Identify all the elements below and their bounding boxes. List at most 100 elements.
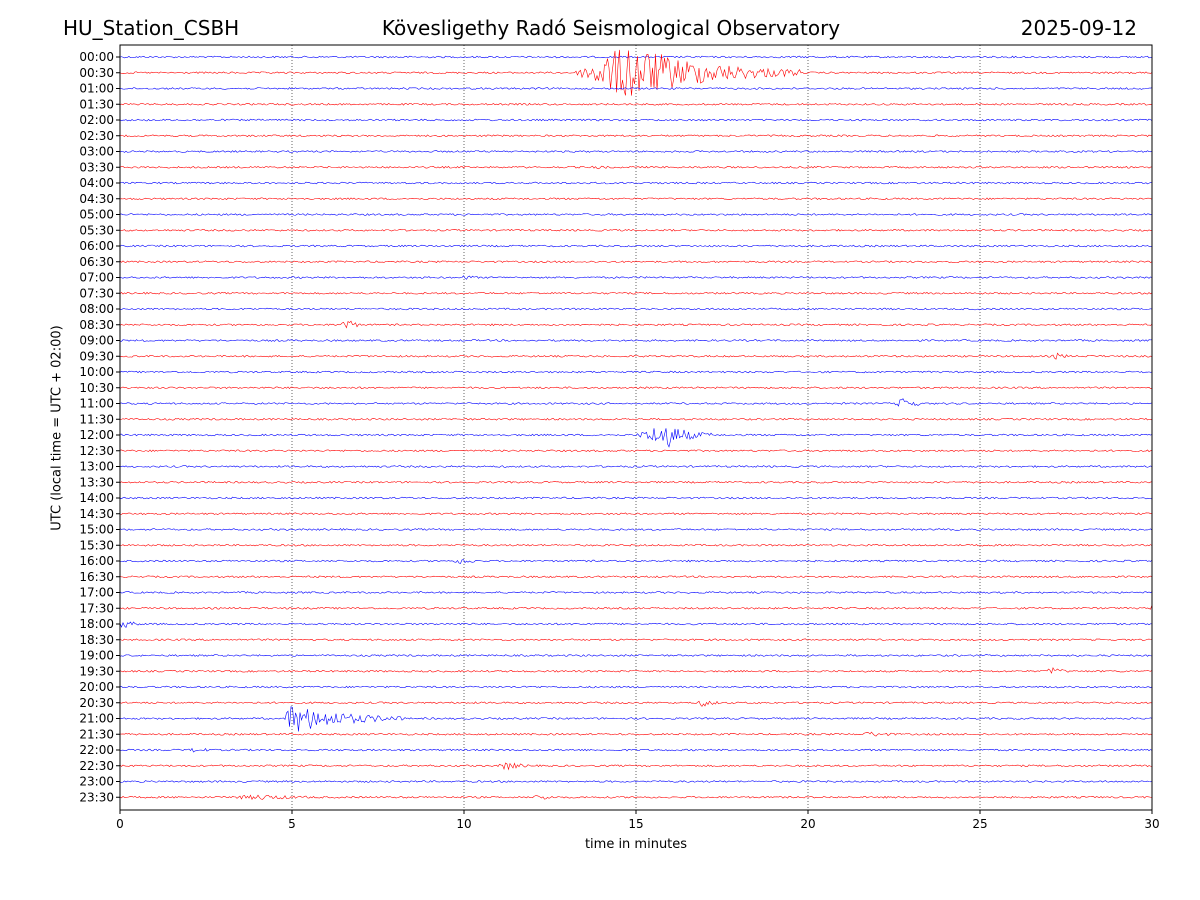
y-tick-label: 19:30: [79, 664, 114, 678]
trace-2000: [119, 685, 1153, 689]
trace-1730: [119, 604, 1153, 610]
trace-1930: [119, 667, 1153, 674]
trace-1000: [119, 370, 1153, 374]
y-tick-label: 01:30: [79, 97, 114, 111]
y-tick-label: 22:30: [79, 759, 114, 773]
date-label: 2025-09-12: [1020, 16, 1137, 40]
seismic-traces: [119, 49, 1153, 801]
trace-1800: [119, 621, 1153, 628]
trace-1330: [119, 480, 1153, 484]
y-tick-label: 23:30: [79, 790, 114, 804]
y-tick-label: 21:30: [79, 727, 114, 741]
y-tick-label: 20:30: [79, 696, 114, 710]
y-tick-label: 07:00: [79, 271, 114, 285]
trace-0030: [119, 49, 1153, 96]
y-tick-label: 00:00: [79, 50, 114, 64]
trace-0400: [119, 181, 1153, 185]
trace-1900: [119, 654, 1153, 657]
trace-1200: [119, 428, 1153, 448]
y-tick-label: 10:00: [79, 365, 114, 379]
trace-2200: [119, 747, 1153, 753]
trace-1400: [119, 496, 1153, 500]
y-tick-label: 05:30: [79, 223, 114, 237]
trace-0300: [119, 150, 1153, 153]
x-tick-label: 20: [800, 817, 815, 831]
station-name: HU_Station_CSBH: [63, 16, 240, 40]
x-tick-label: 10: [456, 817, 471, 831]
y-tick-label: 05:00: [79, 208, 114, 222]
trace-2130: [119, 731, 1153, 737]
x-tick-label: 15: [628, 817, 643, 831]
x-tick-label: 0: [116, 817, 124, 831]
trace-2030: [119, 700, 1153, 707]
trace-0600: [119, 244, 1153, 248]
trace-1630: [119, 575, 1153, 579]
trace-0630: [119, 260, 1153, 264]
trace-1230: [119, 449, 1153, 453]
trace-1430: [119, 512, 1153, 516]
y-tick-label: 14:00: [79, 491, 114, 505]
y-tick-label: 16:00: [79, 554, 114, 568]
y-tick-label: 21:00: [79, 712, 114, 726]
y-tick-label: 13:30: [79, 475, 114, 489]
y-tick-label: 03:30: [79, 160, 114, 174]
trace-0730: [119, 291, 1153, 295]
y-tick-label: 22:00: [79, 743, 114, 757]
y-tick-label: 04:30: [79, 192, 114, 206]
trace-0700: [119, 275, 1153, 280]
y-tick-label: 15:30: [79, 538, 114, 552]
trace-2100: [119, 706, 1153, 732]
y-tick-label: 18:30: [79, 633, 114, 647]
trace-2300: [119, 780, 1153, 783]
y-tick-label: 14:30: [79, 507, 114, 521]
trace-0000: [119, 55, 1153, 59]
y-tick-label: 02:30: [79, 129, 114, 143]
y-tick-label: 13:00: [79, 460, 114, 474]
y-tick-label: 09:00: [79, 334, 114, 348]
trace-1600: [119, 559, 1153, 564]
y-tick-label: 02:00: [79, 113, 114, 127]
y-tick-label: 18:00: [79, 617, 114, 631]
y-tick-label: 11:00: [79, 397, 114, 411]
y-tick-label: 06:30: [79, 255, 114, 269]
trace-1300: [119, 465, 1153, 468]
trace-1030: [119, 386, 1153, 390]
x-axis-label: time in minutes: [584, 837, 688, 852]
trace-0830: [119, 320, 1153, 329]
y-tick-label: 01:00: [79, 82, 114, 96]
y-tick-label: 11:30: [79, 412, 114, 426]
y-tick-label: 08:00: [79, 302, 114, 316]
trace-0530: [119, 228, 1153, 232]
y-tick-label: 23:00: [79, 775, 114, 789]
trace-1530: [119, 543, 1153, 547]
y-tick-label: 09:30: [79, 349, 114, 363]
y-tick-label: 06:00: [79, 239, 114, 253]
y-tick-label: 19:00: [79, 649, 114, 663]
trace-2230: [119, 762, 1153, 771]
trace-0200: [119, 118, 1153, 122]
x-tick-label: 30: [1144, 817, 1159, 831]
trace-0330: [119, 165, 1153, 170]
y-tick-label: 12:30: [79, 444, 114, 458]
trace-1100: [119, 398, 1153, 407]
y-tick-label: 17:30: [79, 601, 114, 615]
y-tick-label: 07:30: [79, 286, 114, 300]
y-tick-label: 17:00: [79, 586, 114, 600]
y-tick-label: 12:00: [79, 428, 114, 442]
trace-0800: [119, 307, 1153, 311]
trace-0430: [119, 197, 1153, 201]
x-tick-label: 25: [972, 817, 987, 831]
y-tick-label: 00:30: [79, 66, 114, 80]
x-tick-label: 5: [288, 817, 296, 831]
trace-0230: [119, 134, 1153, 138]
y-tick-label: 10:30: [79, 381, 114, 395]
trace-1830: [119, 638, 1153, 642]
y-tick-label: 15:00: [79, 523, 114, 537]
trace-0930: [119, 352, 1153, 360]
trace-1700: [119, 591, 1153, 594]
y-tick-label: 16:30: [79, 570, 114, 584]
trace-0130: [119, 102, 1153, 106]
trace-1130: [119, 417, 1153, 421]
